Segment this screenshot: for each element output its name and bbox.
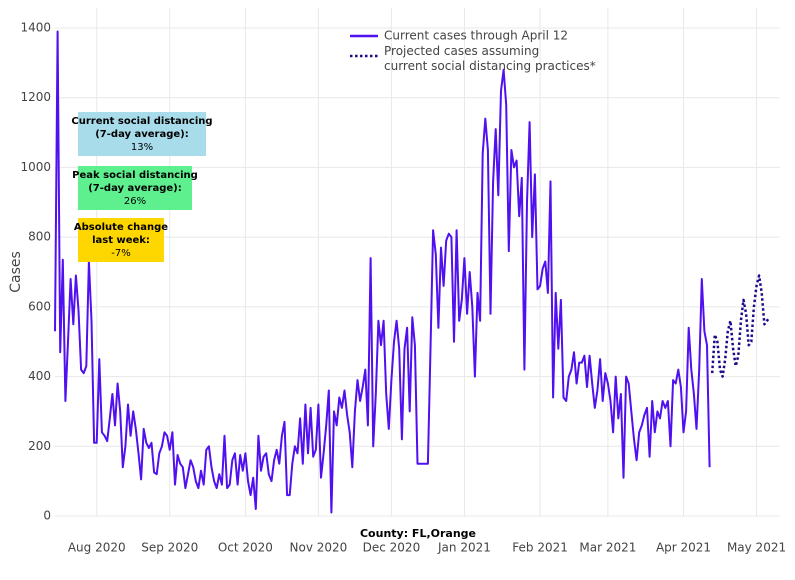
annotation-text: last week:	[92, 235, 150, 246]
x-tick-label: Oct 2020	[218, 541, 273, 555]
y-tick-label: 1000	[20, 160, 51, 174]
x-tick-label: Dec 2020	[363, 541, 421, 555]
series-line	[54, 30, 711, 514]
x-tick-label: Aug 2020	[68, 541, 126, 555]
y-tick-label: 1200	[20, 90, 51, 104]
annotation-text: (7-day average):	[95, 129, 189, 140]
y-tick-label: 800	[28, 230, 51, 244]
x-tick-label: Apr 2021	[656, 541, 711, 555]
y-tick-label: 1400	[20, 21, 51, 35]
x-tick-label: Mar 2021	[579, 541, 636, 555]
x-tick-label: May 2021	[727, 541, 786, 555]
annotation-text: 26%	[124, 196, 146, 207]
annotation-text: 13%	[131, 142, 153, 153]
y-tick-label: 200	[28, 439, 51, 453]
annotation-text: Absolute change	[74, 222, 168, 233]
annotation-text: (7-day average):	[88, 183, 182, 194]
annotation-box	[78, 166, 192, 210]
y-tick-label: 600	[28, 299, 51, 313]
x-tick-label: Nov 2020	[290, 541, 348, 555]
x-axis-label: County: FL,Orange	[360, 527, 476, 540]
annotation-text: Current social distancing	[71, 116, 212, 127]
series-line	[710, 274, 771, 378]
y-axis-label: Cases	[8, 251, 24, 293]
legend-label: Projected cases assuming current social d…	[384, 44, 596, 73]
legend-label: Current cases through April 12	[384, 29, 568, 43]
annotation-text: Peak social distancing	[72, 170, 198, 181]
annotation-box	[78, 218, 164, 262]
x-tick-label: Feb 2021	[512, 541, 568, 555]
annotation-text: -7%	[111, 248, 130, 259]
y-tick-label: 0	[43, 509, 51, 523]
annotation-box	[78, 112, 206, 156]
x-tick-label: Jan 2021	[437, 541, 491, 555]
y-tick-label: 400	[28, 369, 51, 383]
x-tick-label: Sep 2020	[141, 541, 198, 555]
